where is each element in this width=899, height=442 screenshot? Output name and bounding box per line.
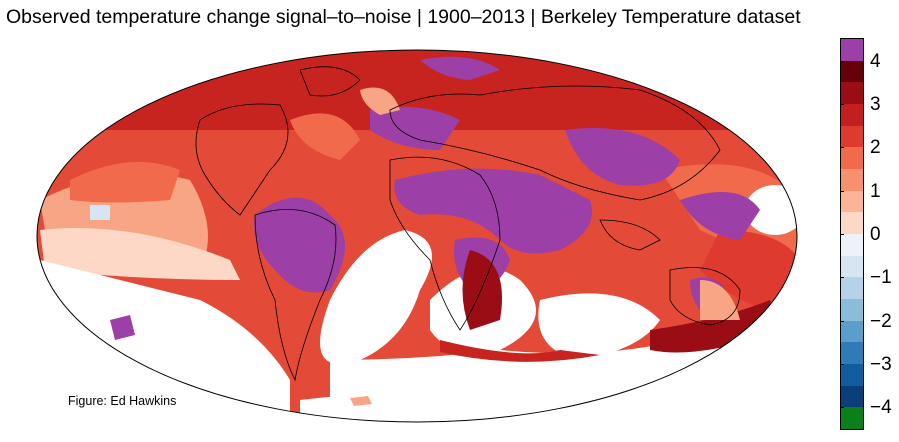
globe-outline: [36, 49, 798, 423]
figure-credit: Figure: Ed Hawkins: [68, 394, 177, 408]
coastlines: [195, 66, 741, 382]
colorbar-segment: [841, 168, 863, 191]
colorbar-tick-mark: [840, 190, 844, 192]
colorbar-segment: [841, 342, 863, 364]
colorbar-tick-label: 2: [870, 137, 881, 159]
colorbar-tick-label: −2: [870, 310, 892, 332]
colorbar-tick-label: 4: [870, 50, 881, 72]
colorbar-tick-mark: [840, 60, 844, 62]
colorbar-tick-mark: [840, 364, 844, 365]
colorbar-tick-mark: [840, 147, 844, 149]
colorbar-segment: [841, 233, 863, 256]
colorbar-segment: [841, 39, 863, 61]
colorbar-tick-label: 3: [870, 94, 881, 115]
colorbar-tick-label: −3: [870, 354, 892, 375]
signal-to-noise-field: [37, 50, 797, 422]
colorbar-segment: [841, 125, 863, 148]
colorbar-segment: [841, 277, 863, 299]
colorbar-segment: [841, 255, 863, 278]
colorbar-segment: [841, 147, 863, 169]
colorbar-segment: [841, 103, 863, 126]
colorbar-tick-label: 1: [870, 180, 881, 202]
map-title: Observed temperature change signal–to–no…: [6, 6, 801, 28]
colorbar-tick-mark: [840, 234, 844, 235]
colorbar: [840, 38, 864, 430]
colorbar-segment: [841, 60, 863, 83]
colorbar-segment: [841, 385, 863, 408]
world-map: [36, 49, 798, 423]
colorbar-tick-mark: [840, 407, 844, 409]
colorbar-segment: [841, 190, 863, 213]
colorbar-segment: [841, 82, 863, 104]
colorbar-segment: [841, 407, 863, 429]
colorbar-segment: [841, 298, 863, 321]
colorbar-tick-label: −4: [870, 397, 892, 419]
colorbar-segment: [841, 212, 863, 234]
colorbar-tick-mark: [840, 277, 844, 279]
colorbar-segment: [841, 363, 863, 386]
colorbar-tick-label: −1: [870, 267, 892, 289]
colorbar-segment: [841, 320, 863, 343]
colorbar-tick-mark: [840, 320, 844, 322]
colorbar-tick-mark: [840, 104, 844, 105]
colorbar-tick-label: 0: [870, 224, 881, 245]
